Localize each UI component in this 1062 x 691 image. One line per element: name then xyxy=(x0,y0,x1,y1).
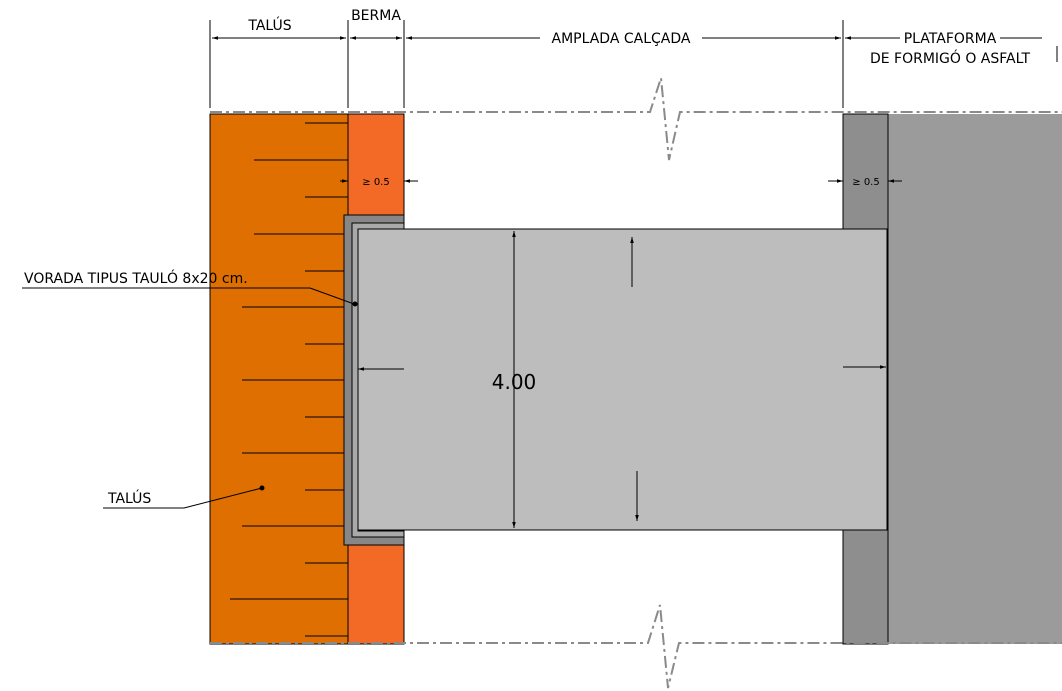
talus-hachures xyxy=(230,122,348,637)
talus-callout-label: TALÚS xyxy=(107,489,151,507)
bottom-break-line xyxy=(210,604,1062,689)
top-break-line xyxy=(210,77,1062,161)
road-slab xyxy=(357,228,888,531)
talus-callout xyxy=(103,485,265,509)
talus-area xyxy=(209,113,349,645)
min-dimension-left-label: ≥ 0.5 xyxy=(362,177,389,188)
width-dimension-label: 4.00 xyxy=(492,370,537,394)
amplada-calcada-label: AMPLADA CALÇADA xyxy=(552,31,691,47)
top-dimension-line xyxy=(209,20,1058,108)
min-dimension-right-label: ≥ 0.5 xyxy=(852,177,879,188)
plataforma-label-line1: PLATAFORMA xyxy=(904,31,997,47)
curb-vorada xyxy=(343,214,405,546)
platform-area xyxy=(888,114,1062,644)
talus-top-label: TALÚS xyxy=(247,16,291,34)
vorada-callout xyxy=(22,287,358,307)
vorada-label: VORADA TIPUS TAULÓ 8x20 cm. xyxy=(24,269,248,287)
berma-label: BERMA xyxy=(351,8,401,24)
plataforma-label-line2: DE FORMIGÓ O ASFALT xyxy=(870,49,1031,67)
